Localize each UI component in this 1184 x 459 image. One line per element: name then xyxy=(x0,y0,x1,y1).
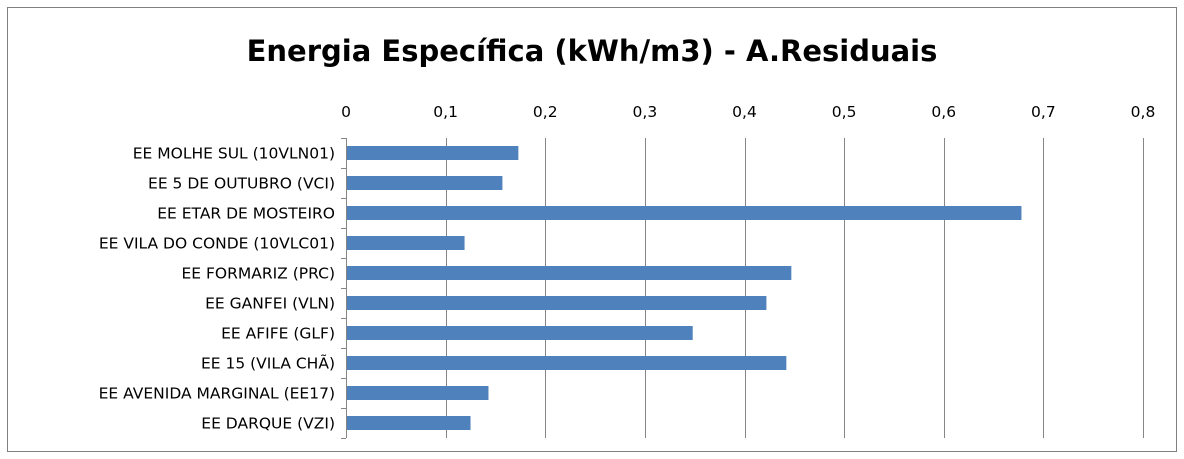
category-label: EE AVENIDA MARGINAL (EE17) xyxy=(99,385,335,403)
gridlines xyxy=(446,138,1144,438)
x-tick-label: 0,6 xyxy=(931,103,956,121)
x-tick-label: 0,8 xyxy=(1131,103,1156,121)
x-tick-labels: 0 0,1 0,2 0,3 0,4 0,5 0,6 0,7 0,8 xyxy=(341,103,1155,121)
x-tick-label: 0,5 xyxy=(832,103,857,121)
bar xyxy=(346,146,519,160)
x-tick-label: 0,4 xyxy=(732,103,757,121)
bar xyxy=(346,266,792,280)
category-label: EE VILA DO CONDE (10VLC01) xyxy=(99,235,335,253)
x-tick-label: 0 xyxy=(341,103,351,121)
x-tick-label: 0,3 xyxy=(633,103,658,121)
category-label: EE GANFEI (VLN) xyxy=(205,295,335,313)
category-label: EE DARQUE (VZI) xyxy=(201,415,335,433)
category-label: EE AFIFE (GLF) xyxy=(221,325,335,343)
bar xyxy=(346,236,465,250)
bar xyxy=(346,206,1022,220)
category-label: EE ETAR DE MOSTEIRO xyxy=(157,205,335,223)
category-label: EE 5 DE OUTUBRO (VCI) xyxy=(148,175,335,193)
bar xyxy=(346,176,503,190)
category-label: EE FORMARIZ (PRC) xyxy=(181,265,335,283)
bar xyxy=(346,416,471,430)
x-tick-label: 0,2 xyxy=(533,103,558,121)
bars xyxy=(346,146,1022,430)
chart-title: Energia Específica (kWh/m3) - A.Residuai… xyxy=(246,34,938,68)
category-label: EE MOLHE SUL (10VLN01) xyxy=(133,145,335,163)
x-tick-label: 0,7 xyxy=(1031,103,1056,121)
bar xyxy=(346,296,767,310)
category-label: EE 15 (VILA CHÃ) xyxy=(201,354,335,373)
bar xyxy=(346,326,693,340)
y-axis xyxy=(341,138,347,439)
bar xyxy=(346,386,489,400)
bar xyxy=(346,356,787,370)
x-tick-label: 0,1 xyxy=(433,103,458,121)
chart-frame xyxy=(7,7,1177,452)
category-labels: EE MOLHE SUL (10VLN01) EE 5 DE OUTUBRO (V… xyxy=(99,145,335,433)
